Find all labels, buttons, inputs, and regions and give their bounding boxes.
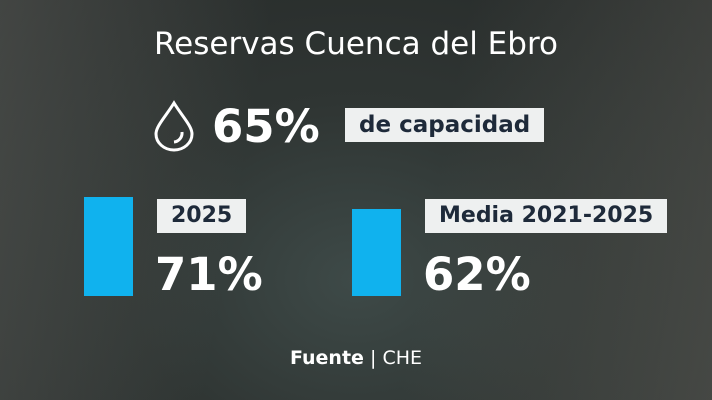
source-label: Fuente bbox=[289, 347, 364, 369]
source-text: CHE bbox=[382, 347, 422, 369]
bar-name: Media 2021-2025 bbox=[425, 199, 668, 233]
headline-value: 65% bbox=[212, 100, 320, 153]
source: Fuente | CHE bbox=[0, 347, 712, 369]
bar-value: 71% bbox=[155, 248, 263, 301]
bar-name: 2025 bbox=[157, 199, 247, 233]
headline-caption: de capacidad bbox=[345, 108, 545, 142]
bar bbox=[84, 196, 133, 296]
bar bbox=[352, 209, 401, 296]
bar-value: 62% bbox=[423, 248, 531, 301]
title: Reservas Cuenca del Ebro bbox=[154, 26, 558, 62]
separator: | bbox=[369, 347, 383, 369]
drop-icon bbox=[154, 100, 194, 152]
